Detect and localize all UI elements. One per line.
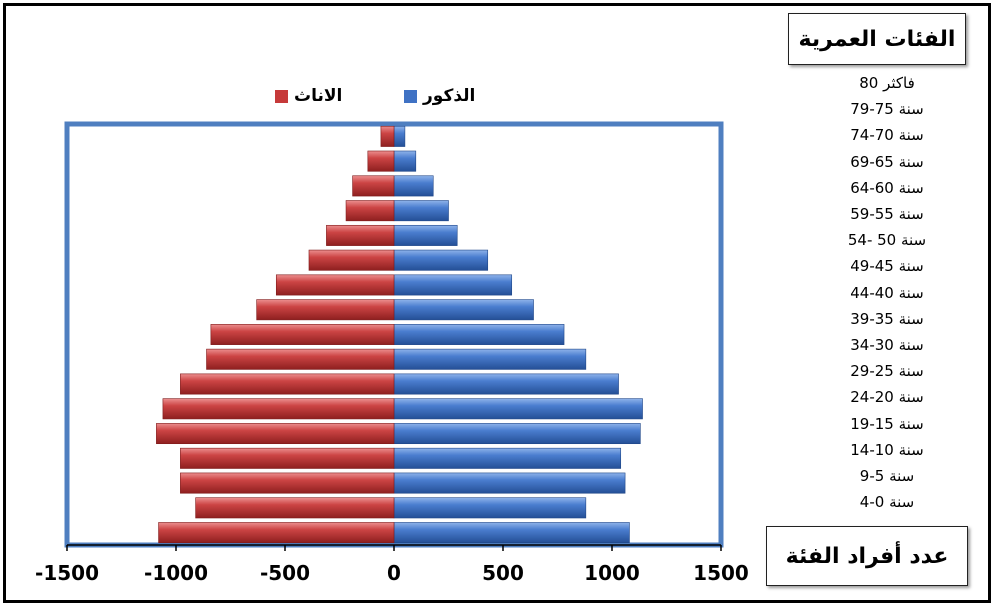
age-group-label-12: 24-20 سنة [850, 388, 924, 407]
bar-male-11 [393, 398, 643, 420]
bar-male-15 [393, 497, 587, 519]
x-tick-label-6: 1500 [693, 561, 749, 585]
x-tick-label-1: -1000 [144, 561, 208, 585]
bar-male-4 [393, 224, 458, 246]
age-group-label-7: 49-45 سنة [850, 257, 924, 276]
age-group-label-15: 9-5 سنة [859, 467, 915, 485]
age-group-label-13: 19-15 سنة [850, 414, 924, 433]
bar-female-6 [275, 274, 395, 296]
legend-item-female: الاناث [275, 86, 342, 106]
x-tick-label-0: -1500 [35, 561, 99, 585]
legend-swatch-female [275, 89, 288, 103]
bar-male-8 [393, 324, 565, 345]
bar-female-7 [256, 299, 395, 321]
age-group-label-16: 4-0 سنة [859, 493, 915, 512]
x-tick-label-5: 1000 [584, 561, 640, 585]
bar-female-13 [180, 447, 395, 469]
age-group-label-4: 64-60 سنة [850, 178, 924, 197]
age-group-label-6: 54- 50 سنة [847, 231, 927, 250]
age-group-label-9: 39-35 سنة [850, 309, 924, 328]
bar-male-6 [393, 274, 513, 296]
bar-female-3 [345, 200, 395, 222]
x-tick-label-4: 500 [482, 561, 524, 585]
age-group-label-3: 69-65 سنة [850, 152, 924, 171]
bar-female-0 [380, 125, 395, 147]
x-tick-label-2: -500 [259, 561, 311, 585]
chart-title: الفئات العمرية [788, 13, 966, 65]
legend-swatch-male [404, 89, 417, 103]
bar-male-2 [393, 175, 434, 197]
bar-female-10 [180, 373, 395, 395]
age-group-label-10: 34-30 سنة [850, 336, 924, 354]
bar-male-0 [393, 125, 406, 147]
bar-female-11 [162, 398, 395, 420]
legend-label-male: الذكور [423, 86, 476, 106]
bar-female-1 [367, 150, 395, 172]
age-group-label-5: 59-55 سنة [850, 205, 924, 223]
bar-male-7 [393, 299, 534, 321]
bar-male-3 [393, 200, 449, 222]
age-group-label-14: 14-10 سنة [850, 440, 924, 459]
bar-female-14 [180, 472, 395, 494]
bar-male-12 [393, 423, 641, 445]
bar-male-16 [393, 522, 630, 544]
x-tick-label-3: 0 [387, 561, 401, 585]
bar-male-9 [393, 348, 587, 370]
bar-female-12 [156, 423, 395, 445]
bar-female-9 [206, 348, 395, 370]
legend-item-male: الذكور [404, 86, 475, 106]
bar-male-5 [393, 249, 489, 271]
bar-female-4 [326, 224, 395, 246]
bar-male-14 [393, 472, 626, 494]
bar-female-15 [195, 497, 395, 519]
bar-male-13 [393, 447, 622, 469]
bar-female-5 [308, 249, 395, 271]
age-group-label-2: 74-70 سنة [850, 126, 924, 145]
bar-male-10 [393, 373, 619, 395]
age-group-label-8: 44-40 سنة [850, 283, 924, 302]
age-group-label-1: 79-75 سنة [850, 100, 924, 119]
age-group-label-0: 80 فاكثر [859, 74, 915, 92]
age-group-label-11: 29-25 سنة [850, 362, 924, 381]
x-axis-label: عدد أفراد الفئة [766, 526, 968, 586]
bar-female-16 [158, 522, 395, 544]
legend-label-female: الاناث [294, 86, 343, 106]
bar-female-2 [352, 175, 395, 197]
bar-female-8 [210, 324, 395, 345]
bar-male-1 [393, 150, 417, 172]
